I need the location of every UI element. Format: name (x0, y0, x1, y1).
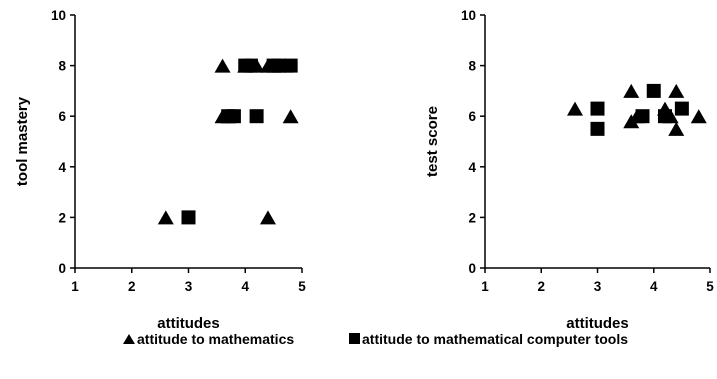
triangle-point (623, 83, 640, 98)
square-point (181, 210, 196, 225)
square-point (658, 109, 672, 124)
x-tick-label: 1 (481, 279, 489, 294)
square-point (283, 58, 298, 73)
x-axis-label: attitudes (157, 315, 220, 332)
y-tick-label: 2 (58, 210, 66, 225)
triangle-point (690, 109, 707, 124)
y-tick-label: 4 (58, 160, 66, 175)
square-point (272, 58, 287, 73)
square-point (635, 109, 650, 124)
square-point (674, 101, 689, 116)
x-tick-label: 1 (71, 279, 79, 294)
legend-label-computer-tools: attitude to mathematical computer tools (362, 331, 628, 347)
legend-triangle-marker (123, 334, 135, 344)
x-tick-label: 4 (241, 279, 249, 294)
legend-label-mathematics: attitude to mathematics (137, 331, 294, 347)
x-tick-label: 4 (650, 279, 658, 294)
y-tick-label: 2 (468, 210, 476, 225)
triangle-point (282, 109, 299, 124)
triangle-point (668, 83, 685, 98)
legend: attitude to mathematics attitude to math… (123, 331, 628, 347)
square-point (590, 101, 605, 116)
y-tick-label: 4 (468, 160, 476, 175)
square-point (243, 58, 258, 73)
y-tick-label: 6 (468, 109, 476, 124)
x-axis-label: attitudes (566, 315, 629, 332)
x-tick-label: 3 (185, 279, 193, 294)
y-tick-label: 0 (58, 261, 66, 276)
x-tick-label: 2 (128, 279, 136, 294)
y-axis-label: tool mastery (14, 96, 31, 186)
legend-square-marker (349, 333, 360, 344)
square-point (226, 109, 241, 124)
y-tick-label: 6 (58, 109, 66, 124)
square-point (249, 109, 264, 124)
triangle-point (259, 210, 276, 225)
y-tick-label: 8 (58, 59, 66, 74)
x-tick-label: 5 (298, 279, 306, 294)
square-point (646, 83, 661, 98)
x-tick-label: 3 (594, 279, 602, 294)
y-tick-label: 8 (468, 59, 476, 74)
y-axis-label: test score (424, 106, 441, 177)
square-point (590, 121, 605, 136)
triangle-point (157, 210, 174, 225)
triangle-point (567, 101, 583, 116)
triangle-point (214, 58, 231, 73)
y-tick-label: 10 (461, 8, 476, 23)
x-tick-label: 5 (706, 279, 714, 294)
triangle-point (668, 121, 685, 136)
y-tick-label: 10 (51, 8, 66, 23)
x-tick-label: 2 (537, 279, 545, 294)
y-tick-label: 0 (468, 261, 476, 276)
